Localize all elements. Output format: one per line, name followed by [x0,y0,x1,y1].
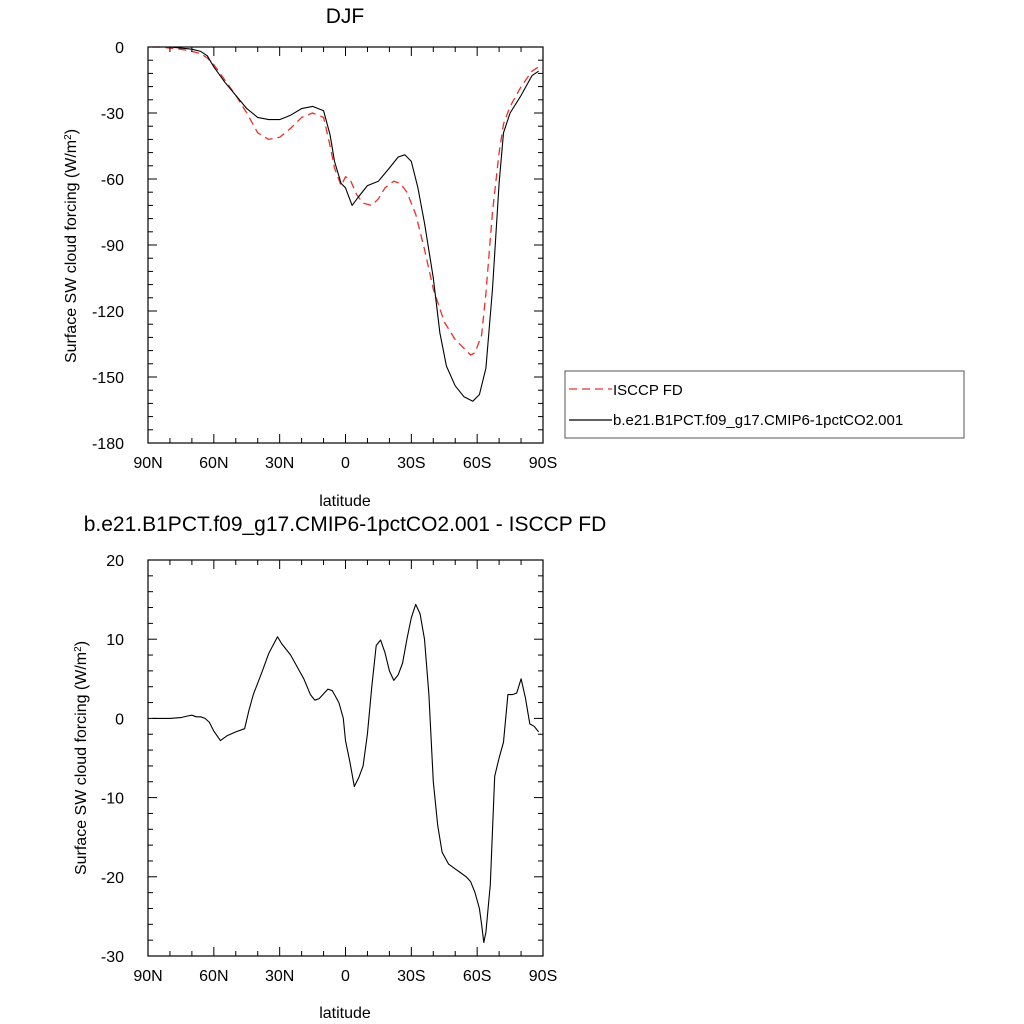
x-tick-label: 90N [133,968,162,985]
y-tick-label: -30 [101,949,124,966]
x-axis-label-top: latitude [319,493,371,510]
y-axis-label-bottom-close: ) [73,641,90,646]
y-tick-label: -20 [101,870,124,887]
x-tick-label: 60S [463,968,491,985]
y-tick-label: -30 [101,106,124,123]
y-tick-label: -120 [92,304,124,321]
x-axis-label-bottom: latitude [319,1005,371,1022]
legend-label-isccp: ISCCP FD [613,382,683,399]
y-axis-label-top-sup: 2 [63,134,74,140]
y-axis-label-top: Surface SW cloud forcing (W/m2) [63,129,81,363]
x-tick-label: 60N [199,455,228,472]
y-tick-label: 20 [106,553,124,570]
y-tick-label: -150 [92,370,124,387]
x-tick-label: 30N [265,455,294,472]
plot-area-top: 90N 60N 30N 0 30S 60S 90S 0 -30 -60 -90 -120 -150 -18… [92,40,557,472]
y-axis-label-top-close: ) [63,129,80,134]
legend: ISCCP FD b.e21.B1PCT.f09_g17.CMIP6-1pctC… [564,370,965,439]
panel-difference: b.e21.B1PCT.f09_g17.CMIP6-1pctCO2.001 - … [73,513,607,1022]
y-axis-label-top-main: Surface SW cloud forcing (W/m [63,140,80,363]
y-tick-label: -90 [101,238,124,255]
plot-frame-top [147,46,544,444]
x-tick-label: 0 [341,455,350,472]
x-tick-label: 0 [341,968,350,985]
x-tick-label: 90N [133,455,162,472]
x-tick-label: 30S [397,968,425,985]
y-axis-label-bottom: Surface SW cloud forcing (W/m2) [73,641,91,875]
plot-area-bottom: 90N 60N 30N 0 30S 60S 90S 20 10 0 -10 -20 -30 [101,553,557,985]
x-tick-label: 60N [199,968,228,985]
legend-box [564,370,965,439]
series-line-top-0 [152,46,539,356]
series-line-bottom-0 [152,603,540,944]
x-tick-label: 90S [529,455,557,472]
y-axis-label-bottom-main: Surface SW cloud forcing (W/m [73,652,90,875]
series-line-top-1 [152,46,539,402]
chart-title-top: DJF [326,5,365,28]
y-tick-label: 10 [106,632,124,649]
y-tick-label: 0 [115,40,124,57]
chart-title-bottom: b.e21.B1PCT.f09_g17.CMIP6-1pctCO2.001 - … [84,513,607,536]
legend-label-model: b.e21.B1PCT.f09_g17.CMIP6-1pctCO2.001 [613,412,903,429]
y-tick-label: -180 [92,436,124,453]
y-tick-label: -60 [101,172,124,189]
y-tick-label: -10 [101,791,124,808]
x-tick-label: 60S [463,455,491,472]
x-tick-label: 30N [265,968,294,985]
y-axis-label-bottom-sup: 2 [73,646,84,652]
x-tick-label: 30S [397,455,425,472]
x-tick-label: 90S [529,968,557,985]
plot-frame-bottom [147,559,544,957]
panel-djf: DJF 90N 60N 30N 0 30S 60S 90S 0 -30 -60 -90 -120 -15… [63,5,558,510]
y-tick-label: 0 [115,711,124,728]
